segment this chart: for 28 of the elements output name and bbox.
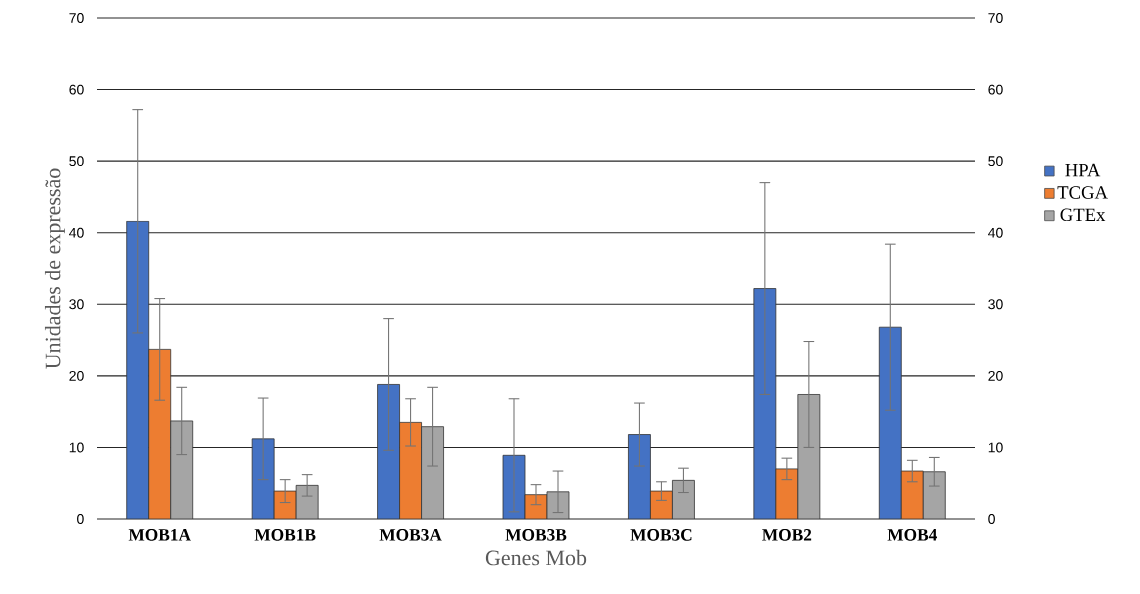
y-tick-label: 50 xyxy=(69,156,84,167)
y-axis-title: Unidades de expressão xyxy=(44,168,65,369)
y2-tick-label: 70 xyxy=(988,13,1003,23)
y-tick-label: 10 xyxy=(69,442,84,453)
y-tick-label: 30 xyxy=(69,299,84,310)
y2-tick-label: 60 xyxy=(988,84,1003,95)
y-tick-label: 60 xyxy=(69,84,84,95)
x-tick-label: MOB3A xyxy=(379,529,442,541)
legend-label: GTEx xyxy=(1060,208,1106,222)
x-tick-label: MOB3C xyxy=(630,529,692,541)
y-tick-label: 70 xyxy=(69,13,84,23)
legend-label: TCGA xyxy=(1057,186,1108,199)
x-tick-label: MOB4 xyxy=(887,529,937,541)
x-tick-label: MOB2 xyxy=(762,529,812,541)
y2-tick-label: 40 xyxy=(988,227,1003,238)
y2-tick-label: 20 xyxy=(988,370,1003,381)
y-tick-label: 0 xyxy=(77,514,84,524)
legend-label: HPA xyxy=(1065,163,1101,177)
y2-tick-label: 10 xyxy=(988,442,1003,453)
x-axis-title: Genes Mob xyxy=(485,549,587,566)
y2-tick-label: 0 xyxy=(988,514,995,524)
y-tick-label: 40 xyxy=(69,227,84,238)
y2-tick-label: 30 xyxy=(988,299,1003,310)
x-tick-label: MOB3B xyxy=(505,529,567,541)
x-tick-label: MOB1B xyxy=(254,529,316,541)
x-tick-label: MOB1A xyxy=(128,529,191,541)
y-tick-label: 20 xyxy=(69,370,84,381)
y2-tick-label: 50 xyxy=(988,156,1003,167)
